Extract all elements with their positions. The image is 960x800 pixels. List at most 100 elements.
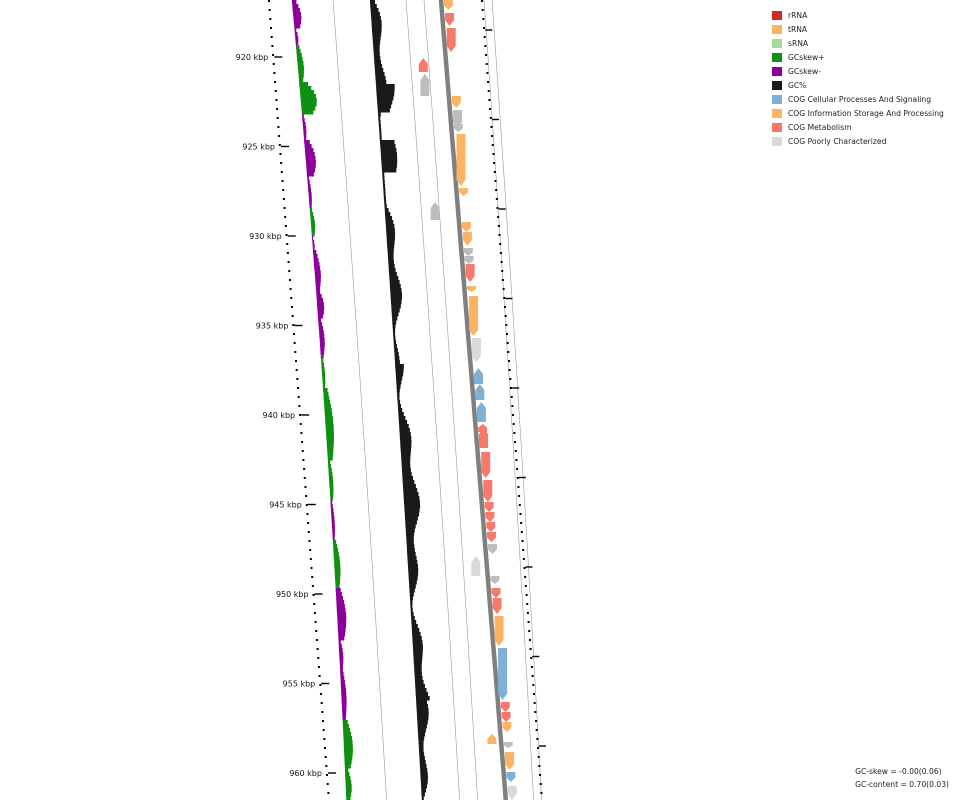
gcskew-plus-bar	[322, 379, 326, 384]
gcskew-plus-bar	[299, 82, 309, 87]
ruler-minor-tick	[317, 657, 320, 659]
ruler-minor-tick	[315, 630, 318, 632]
gc-content-bar	[393, 336, 396, 341]
ruler-minor-tick	[282, 189, 285, 191]
gcskew-minus-bar	[312, 244, 315, 249]
gcskew-minus-bar	[339, 664, 343, 669]
track-guide-line	[405, 0, 460, 800]
gcskew-minus-bar	[306, 160, 316, 165]
gc-content-bar	[419, 748, 424, 753]
gc-content-bar	[412, 640, 423, 645]
outer-minor-tick	[491, 144, 494, 146]
outer-minor-tick	[512, 414, 515, 416]
ruler-minor-tick	[322, 720, 324, 722]
ruler-minor-tick	[318, 675, 321, 677]
gc-content-bar	[395, 360, 400, 365]
gcskew-minus-bar	[317, 314, 324, 319]
gcskew-plus-bar	[343, 744, 353, 749]
ruler-minor-tick	[326, 774, 329, 776]
gc-content-bar	[396, 388, 400, 393]
gcskew-minus-bar	[294, 28, 297, 33]
gcskew-plus-bar	[311, 232, 315, 237]
ruler-minor-tick	[315, 639, 318, 641]
gc-content-bar	[409, 592, 414, 597]
gcskew-minus-bar	[342, 716, 346, 721]
gc-content-bar	[379, 128, 382, 133]
outer-minor-tick	[481, 0, 483, 2]
ruler-minor-tick	[323, 738, 326, 740]
outer-minor-tick	[539, 783, 542, 785]
ruler-minor-tick	[300, 432, 303, 434]
gene-feature-arrow	[506, 772, 516, 782]
gcskew-plus-bar	[329, 488, 334, 493]
gene-feature-arrow	[420, 74, 430, 96]
gcskew-minus-bar	[312, 240, 315, 245]
gcskew-minus-bar	[309, 204, 312, 209]
ruler-label: 960 kbp	[289, 769, 322, 778]
gcskew-minus-bar	[341, 704, 347, 709]
gene-feature-arrow	[443, 0, 453, 10]
outer-minor-tick	[510, 396, 513, 398]
gcskew-plus-bar	[297, 61, 304, 66]
gcskew-minus-bar	[308, 196, 312, 201]
ruler-minor-tick	[308, 540, 311, 542]
outer-minor-tick	[481, 9, 484, 11]
outer-minor-tick	[512, 423, 515, 425]
outer-minor-tick	[535, 720, 537, 722]
gcskew-minus-bar	[337, 628, 346, 633]
ruler-minor-tick	[322, 729, 325, 731]
outer-minor-tick	[536, 738, 539, 740]
gc-content-bar	[410, 608, 413, 613]
outer-minor-tick	[501, 270, 504, 272]
gc-content-bar	[393, 332, 396, 337]
gc-content-bar	[377, 104, 392, 109]
gc-content-bar	[380, 144, 396, 149]
outer-minor-tick	[532, 693, 535, 695]
gc-content-bar	[398, 416, 406, 421]
gene-feature-arrow	[453, 110, 463, 128]
gcskew-minus-bar	[292, 0, 297, 5]
gcskew-minus-bar	[337, 620, 347, 625]
gc-content-bar	[392, 324, 396, 329]
ruler-minor-tick	[292, 333, 295, 335]
gc-content-bar	[370, 12, 380, 17]
ruler-minor-tick	[316, 648, 319, 650]
gc-content-bar	[401, 452, 411, 457]
gcskew-minus-bar	[306, 164, 316, 169]
outer-minor-tick	[533, 702, 536, 704]
outer-minor-tick	[489, 108, 492, 110]
legend-item-cog-information: COG Information Storage And Processing	[772, 106, 944, 120]
ruler-minor-tick	[273, 72, 276, 74]
gcskew-plus-bar	[324, 404, 331, 409]
gcskew-plus-bar	[344, 748, 353, 753]
ruler-minor-tick	[305, 495, 308, 497]
ruler-minor-tick	[295, 369, 298, 371]
gc-content-bar	[399, 428, 410, 433]
gcskew-minus-bar	[339, 656, 344, 661]
gc-content-bar	[384, 200, 387, 205]
gcskew-plus-bar	[328, 468, 332, 473]
gcskew-minus-bar	[292, 8, 300, 13]
gcskew-minus-bar	[306, 172, 314, 177]
outer-minor-tick	[513, 432, 516, 434]
gcskew-plus-bar	[322, 383, 326, 388]
outer-minor-tick	[487, 81, 490, 83]
outer-minor-tick	[490, 126, 493, 128]
gc-content-bar	[391, 312, 399, 317]
gc-content-bar	[415, 688, 427, 693]
gc-content-bar	[370, 4, 377, 9]
gc-content-bar	[396, 384, 401, 389]
gc-content-bar	[385, 224, 395, 229]
ruler-minor-tick	[311, 576, 314, 578]
gcskew-minus-bar	[336, 600, 344, 605]
gc-content-bar	[374, 60, 381, 65]
gene-feature-arrow	[464, 256, 474, 264]
outer-minor-tick	[520, 531, 523, 533]
gcskew-plus-bar	[301, 110, 314, 115]
gc-content-bar	[419, 756, 425, 761]
gcskew-plus-bar	[323, 392, 329, 397]
gc-content-bar	[409, 580, 417, 585]
gcskew-minus-bar	[337, 616, 347, 621]
gcskew-plus-bar	[325, 420, 334, 425]
gcskew-minus-bar	[317, 302, 324, 307]
